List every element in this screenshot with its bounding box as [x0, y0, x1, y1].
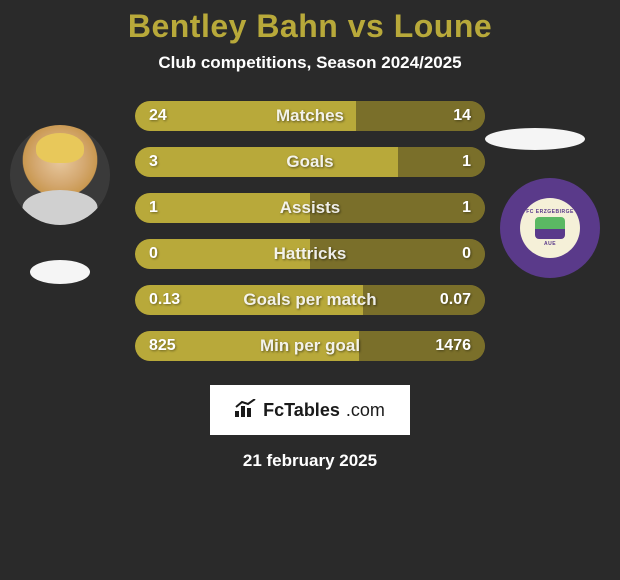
subtitle: Club competitions, Season 2024/2025 — [158, 53, 461, 73]
stat-row: 1 1 Assists — [135, 193, 485, 223]
club-badge-shield-icon — [535, 217, 565, 239]
stat-value-left: 0 — [149, 245, 158, 263]
stat-row: 24 14 Matches — [135, 101, 485, 131]
stat-value-right: 0 — [462, 245, 471, 263]
stat-bar-left — [135, 147, 398, 177]
stat-row: 0.13 0.07 Goals per match — [135, 285, 485, 315]
stat-value-right: 1 — [462, 153, 471, 171]
stat-label: Matches — [276, 106, 344, 126]
player-left-flag — [30, 260, 90, 284]
stat-label: Goals per match — [243, 290, 376, 310]
stats-list: 24 14 Matches 3 1 Goals 1 1 Assists 0 0 Hattricks 0.… — [135, 101, 485, 361]
stat-row: 825 1476 Min per goal — [135, 331, 485, 361]
player-right-club-badge: FC ERZGEBIRGE AUE — [500, 178, 600, 278]
stat-value-left: 3 — [149, 153, 158, 171]
club-badge-top-text: FC ERZGEBIRGE — [526, 209, 574, 215]
stat-label: Hattricks — [274, 244, 347, 264]
stat-row: 0 0 Hattricks — [135, 239, 485, 269]
stat-value-left: 0.13 — [149, 291, 180, 309]
club-badge-bottom-text: AUE — [544, 241, 556, 247]
stat-value-right: 0.07 — [440, 291, 471, 309]
stat-label: Min per goal — [260, 336, 360, 356]
player-left-avatar — [10, 125, 110, 225]
brand-badge: FcTables .com — [210, 385, 410, 435]
stat-row: 3 1 Goals — [135, 147, 485, 177]
stat-value-right: 14 — [453, 107, 471, 125]
brand-name-bold: FcTables — [263, 400, 340, 421]
stat-value-right: 1 — [462, 199, 471, 217]
brand-name-light: .com — [346, 400, 385, 421]
comparison-card: Bentley Bahn vs Loune Club competitions,… — [0, 0, 620, 471]
stat-value-left: 825 — [149, 337, 176, 355]
club-badge-inner: FC ERZGEBIRGE AUE — [520, 198, 580, 258]
footer-date: 21 february 2025 — [243, 451, 377, 471]
stat-value-left: 24 — [149, 107, 167, 125]
stat-value-right: 1476 — [435, 337, 471, 355]
stat-label: Goals — [286, 152, 333, 172]
stat-value-left: 1 — [149, 199, 158, 217]
player-right-flag — [485, 128, 585, 150]
stat-label: Assists — [280, 198, 340, 218]
chart-icon — [235, 399, 257, 422]
stat-bar-right — [398, 147, 486, 177]
page-title: Bentley Bahn vs Loune — [128, 8, 492, 45]
